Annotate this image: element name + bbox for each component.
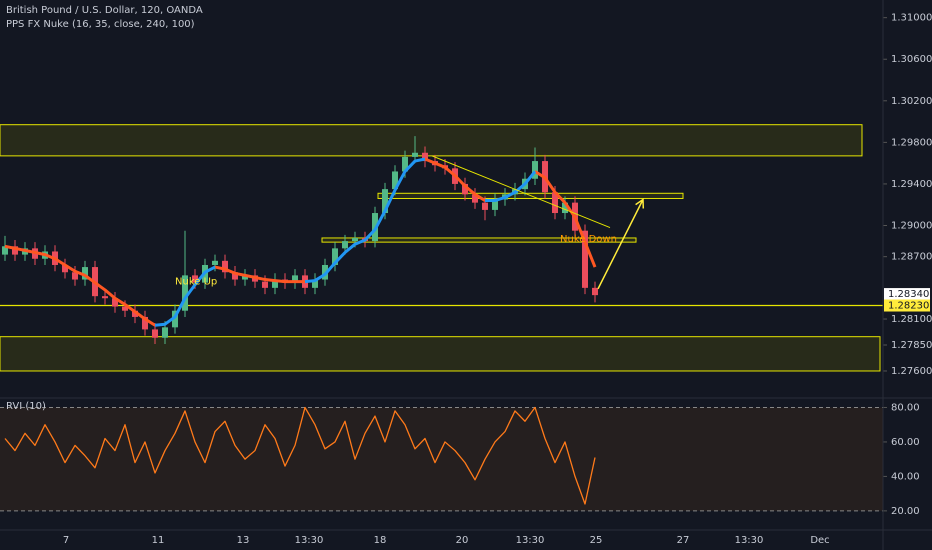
x-tick-label: 13:30 <box>735 535 764 546</box>
candle-body <box>392 171 398 190</box>
y-tick-label: 1.31000 <box>891 13 932 24</box>
candle-body <box>82 267 88 280</box>
indicator-line <box>424 157 486 202</box>
candle-body <box>412 152 418 157</box>
candle-body <box>132 310 138 317</box>
y-tick-label: 80.00 <box>891 402 920 413</box>
candle-body <box>2 246 8 255</box>
price-label: 1.28230 <box>888 301 929 312</box>
candle-body <box>552 192 558 214</box>
y-tick-label: 1.29800 <box>891 137 932 148</box>
y-tick-label: 1.27600 <box>891 366 932 377</box>
candle-body <box>112 298 118 307</box>
y-tick-label: 1.30200 <box>891 96 932 107</box>
indicator-line <box>534 170 597 268</box>
zone <box>0 336 881 372</box>
x-tick-label: 7 <box>63 535 69 546</box>
x-tick-label: 11 <box>152 535 165 546</box>
candle-body <box>462 183 468 195</box>
candle-body <box>102 296 108 299</box>
zone <box>321 237 637 243</box>
price-label-box <box>884 299 930 312</box>
x-tick-label: 13 <box>237 535 250 546</box>
y-tick-label: 1.30600 <box>891 54 932 65</box>
candle-body <box>422 152 428 162</box>
candle-body <box>222 260 228 273</box>
indicator-line <box>154 265 216 327</box>
y-tick-label: 60.00 <box>891 437 920 448</box>
candle-body <box>272 279 278 288</box>
candle-body <box>232 272 238 280</box>
indicator-label: PPS FX Nuke (16, 35, close, 240, 100) <box>6 19 195 30</box>
candle-body <box>212 260 218 265</box>
candle-body <box>182 275 188 311</box>
candle-body <box>532 161 538 179</box>
candle-body <box>162 327 168 338</box>
rvi-label: RVI (10) <box>6 401 46 412</box>
y-tick-label: 20.00 <box>891 506 920 517</box>
candle-body <box>402 156 408 172</box>
zone <box>0 124 863 157</box>
rvi-pane: 80.00 60.00 40.00 20.00 <box>0 402 920 517</box>
y-tick-label: 1.28100 <box>891 314 932 325</box>
x-tick-label: 13:30 <box>295 535 324 546</box>
candle-body <box>382 189 388 214</box>
candle-body <box>72 272 78 280</box>
candle-body <box>262 281 268 288</box>
candle-body <box>592 287 598 296</box>
x-tick-label: 25 <box>590 535 603 546</box>
price-label: 1.28340 <box>888 289 929 300</box>
x-tick-label: Dec <box>810 535 829 546</box>
indicator-line <box>4 244 156 327</box>
annotation: Nuke Up <box>175 277 217 288</box>
x-tick-label: 13:30 <box>516 535 545 546</box>
candle-body <box>482 202 488 210</box>
candle-body <box>172 310 178 328</box>
arrow <box>597 198 645 290</box>
x-tick-label: 27 <box>677 535 690 546</box>
indicator-line <box>304 157 426 284</box>
candle-body <box>142 316 148 330</box>
candle-body <box>342 241 348 249</box>
candle-body <box>62 264 68 273</box>
y-tick-label: 40.00 <box>891 471 920 482</box>
price-label-box <box>884 288 930 301</box>
indicator-line <box>214 265 305 284</box>
candle-body <box>582 230 588 288</box>
rvi-band <box>0 407 883 511</box>
y-tick-label: 1.29000 <box>891 220 932 231</box>
trend-line <box>431 155 611 229</box>
candle-body <box>242 275 248 280</box>
y-tick-label: 1.29400 <box>891 179 932 190</box>
y-tick-label: 1.28700 <box>891 252 932 263</box>
indicator-line <box>485 170 537 203</box>
indicator-line <box>4 406 596 505</box>
candle-body <box>332 248 338 265</box>
chart-title: British Pound / U.S. Dollar, 120, OANDA <box>6 5 203 16</box>
candle-body <box>492 199 498 210</box>
annotation: Nuke Down <box>560 234 617 245</box>
price-pane: 1.31000 1.30600 1.30200 1.29800 1.29400 1.290… <box>0 13 932 377</box>
candle-body <box>12 246 18 255</box>
candle-body <box>122 306 128 311</box>
candle-body <box>472 194 478 203</box>
candle-body <box>292 275 298 283</box>
candle-body <box>192 275 198 283</box>
y-tick-label: 1.27850 <box>891 340 932 351</box>
x-tick-label: 20 <box>456 535 469 546</box>
candle-body <box>152 329 158 338</box>
candle-body <box>352 237 358 242</box>
candle-body <box>312 279 318 288</box>
candle-body <box>562 202 568 214</box>
x-tick-label: 18 <box>374 535 387 546</box>
